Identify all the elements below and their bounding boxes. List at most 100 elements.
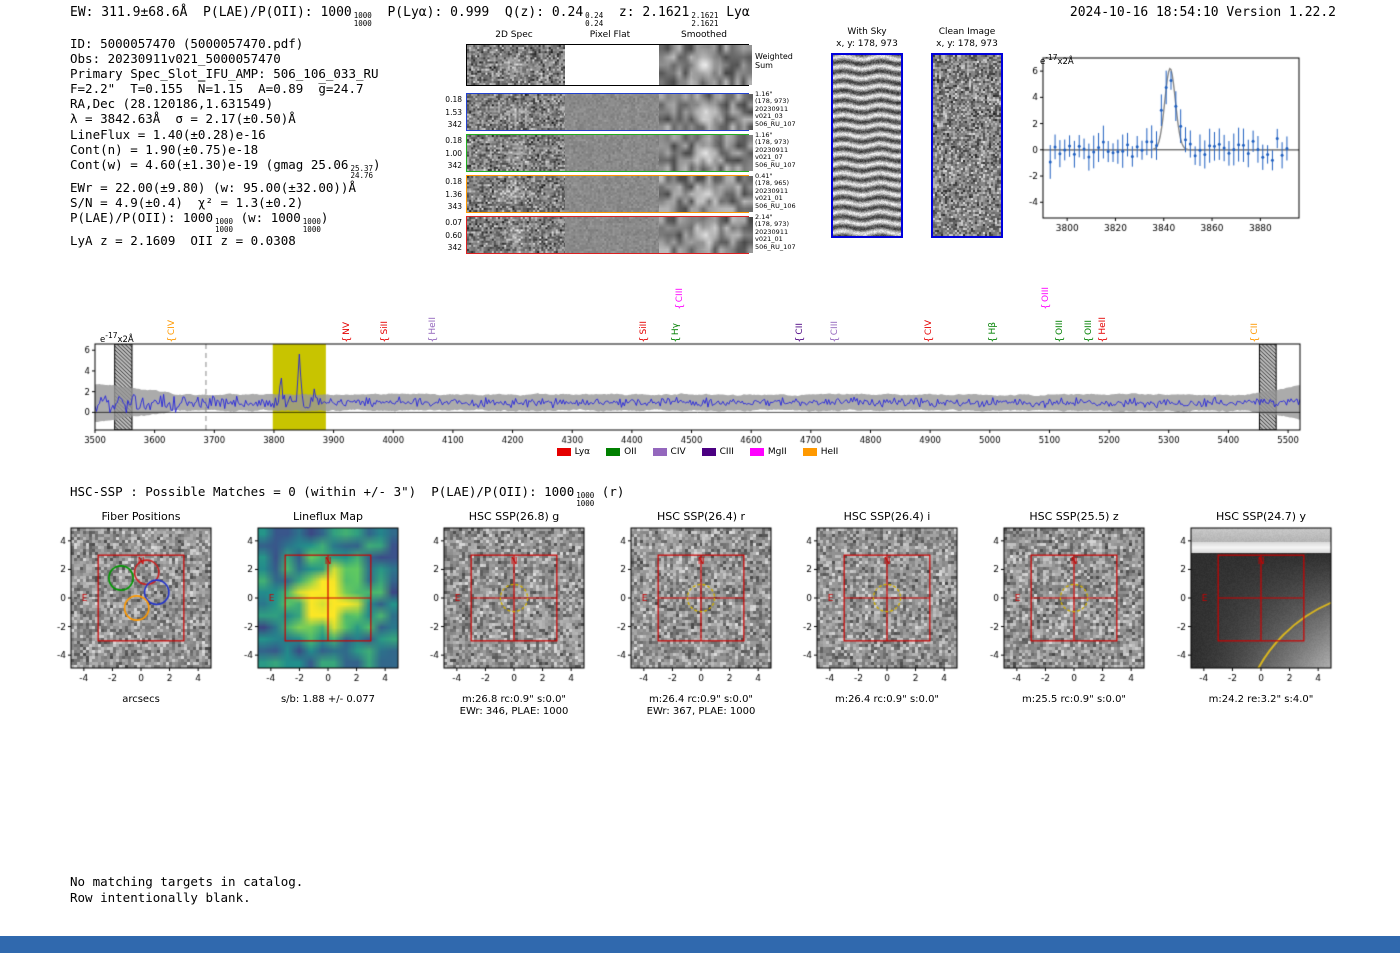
panel-caption: m:24.2 re:3.2" s:4.0" [1208,694,1314,705]
fiber-row-weights: 0.18 1.53 342 [445,95,462,129]
info-line: P(LAE)/P(OII): 1000 1000 1000 (w: 1000 1000… [70,210,329,234]
footer-notes: No matching targets in catalog. Row inte… [70,874,303,906]
header-datetime-version: 2024-10-16 18:54:10 Version 1.22.2 [1069,5,1336,20]
panel-title: HSC SSP(24.7) y [1215,510,1307,523]
legend-item-heii: HeII [802,447,838,457]
panel-image [1163,526,1343,688]
info-line: Cont(n) = 1.90(±0.75)e-18 [70,141,259,157]
fiber-row-annotation: 2.14" (178, 973) 20230911 v021_01 506_RU_107 [755,213,796,251]
emission-line-marker-oiii: OIII{ [1084,319,1095,344]
panel-hsc-ssp-25-5-z: HSC SSP(25.5) z m:25.5 rc:0.9" s:0.0" [973,510,1159,750]
panel-caption: EWr: 367, PLAE: 1000 [646,706,756,717]
panel-image [230,526,410,688]
bottom-accent-bar [0,936,1400,953]
emission-line-marker-ciii: CIII{ [674,288,686,311]
fiber-pixelflat-image [565,135,660,171]
emission-line-label: SiII [379,321,390,335]
emission-line-marker-hβ: Hβ{ [987,322,998,344]
emission-line-label: CII [795,323,806,335]
emission-line-marker-heii: HeII{ [428,317,439,344]
legend-label: Lyα [574,447,591,457]
panel-image [789,526,969,688]
emission-line-marker-heii: HeII{ [1098,317,1109,344]
info-line: EWr = 22.00(±9.80) (w: 95.00(±32.00))Å [70,179,356,195]
panel-hsc-ssp-26-8-g: HSC SSP(26.8) g m:26.8 rc:0.9" s:0.0" EWr:… [413,510,599,750]
legend-item-oii: OII [606,447,637,457]
spec2d-column-header: Smoothed [681,30,727,40]
panel-caption: m:25.5 rc:0.9" s:0.0" [1021,694,1127,705]
fiber-row-annotation: 1.16" (178, 973) 20230911 v021_03 506_RU_107 [755,90,796,128]
footer-line-1: No matching targets in catalog. [70,874,304,889]
panel-caption: m:26.4 rc:0.9" s:0.0" [648,694,754,705]
clean-image-title: Clean Image x, y: 178, 973 [915,27,1019,50]
emission-line-label: NV [342,322,353,335]
fiber-row-annotation: 0.41" (178, 965) 20230911 v021_01 506_RU_106 [755,172,796,210]
emission-line-marker-oiii: OIII{ [1055,319,1066,344]
panel-image [603,526,783,688]
panel-title: Fiber Positions [101,510,181,523]
legend-label: OII [624,447,637,457]
fiber-row-weights: 0.07 0.60 342 [445,218,462,252]
fiber-2dspec-image [467,217,566,253]
spectrum-ylabel: e-17x2Å [100,331,134,345]
panel-title: HSC SSP(26.4) r [656,510,746,523]
weighted-sum-label: Weighted Sum [755,52,793,70]
emission-line-label: OIII [1055,319,1066,335]
legend-item-ciii: CIII [701,447,734,457]
with-sky-title-text: With Sky [847,27,887,37]
panel-xlabel: arcsecs [122,694,160,705]
panel-image [43,526,223,688]
panel-image [416,526,596,688]
info-line: RA,Dec (28.120186,1.631549) [70,96,274,112]
emission-line-brace: { [1040,303,1052,310]
info-line: λ = 3842.63Å σ = 2.17(±0.50)Å [70,111,296,127]
panel-lineflux-map: Lineflux Map s/b: 1.88 +/- 0.077 [227,510,413,750]
fiber-row-weights: 0.18 1.00 342 [445,136,462,170]
emission-line-marker-cii: CII{ [1250,323,1261,344]
footer-line-2: Row intentionally blank. [70,890,251,905]
spec2d-weighted-row [466,44,753,86]
weighted-2dspec-image [467,45,566,85]
fiber-smoothed-image [659,217,753,253]
with-sky-panel [831,53,903,238]
emission-line-label: OIII [1041,286,1052,302]
emission-line-label: OIII [1084,319,1095,335]
full-spectrum-chart [58,342,1318,446]
info-line: Primary Spec_Slot_IFU_AMP: 506_106_033_R… [70,66,379,82]
emission-line-marker-hγ: Hγ{ [671,323,682,344]
fiber-2dspec-image [467,176,566,212]
legend-item-civ: CIV [652,447,686,457]
info-line: LineFlux = 1.40(±0.28)e-16 [70,126,266,142]
panel-caption: m:26.4 rc:0.9" s:0.0" [834,694,940,705]
spec2d-fiber-row [466,175,753,213]
emission-line-marker-oiii: OIII{ [1040,286,1052,311]
panel-hsc-ssp-26-4-i: HSC SSP(26.4) i m:26.4 rc:0.9" s:0.0" [786,510,972,750]
emission-line-label: HeII [1098,317,1109,335]
emission-line-marker-siii: SiII{ [639,321,650,344]
header-summary-line: EW: 311.9±68.6Å P(LAE)/P(OII): 1000 1000 1… [70,5,750,28]
with-sky-coords: x, y: 178, 973 [836,38,898,49]
fiber-row-weights: 0.18 1.36 343 [445,177,462,211]
legend-swatch [556,448,571,456]
fiber-pixelflat-image [565,217,660,253]
panel-fiber-positions: Fiber Positions arcsecs [40,510,226,750]
panel-hsc-ssp-24-7-y: HSC SSP(24.7) y m:24.2 re:3.2" s:4.0" [1160,510,1346,750]
legend-swatch [749,448,764,456]
emission-line-marker-civ: CIV{ [923,320,934,344]
legend-swatch [652,448,667,456]
fiber-pixelflat-image [565,94,660,130]
emission-line-marker-cii: CII{ [795,323,806,344]
emission-line-label: Hβ [987,322,998,335]
fiber-pixelflat-image [565,176,660,212]
spec2d-section: 2D Spec Pixel Flat Smoothed Weighted Sum 0.18… [435,30,815,260]
panel-title: HSC SSP(26.8) g [468,510,560,523]
panel-caption: m:26.8 rc:0.9" s:0.0" [461,694,567,705]
emission-line-marker-siii: SiII{ [379,321,390,344]
emission-line-brace: { [674,303,686,310]
cutout-panels-row: Fiber Positions arcsecs Lineflux Map s/b: 1… [0,510,1400,750]
panel-image [976,526,1156,688]
info-line: S/N = 4.9(±0.4) χ² = 1.3(±0.2) [70,195,304,211]
panel-caption: EWr: 346, PLAE: 1000 [459,706,569,717]
legend-swatch [802,448,817,456]
